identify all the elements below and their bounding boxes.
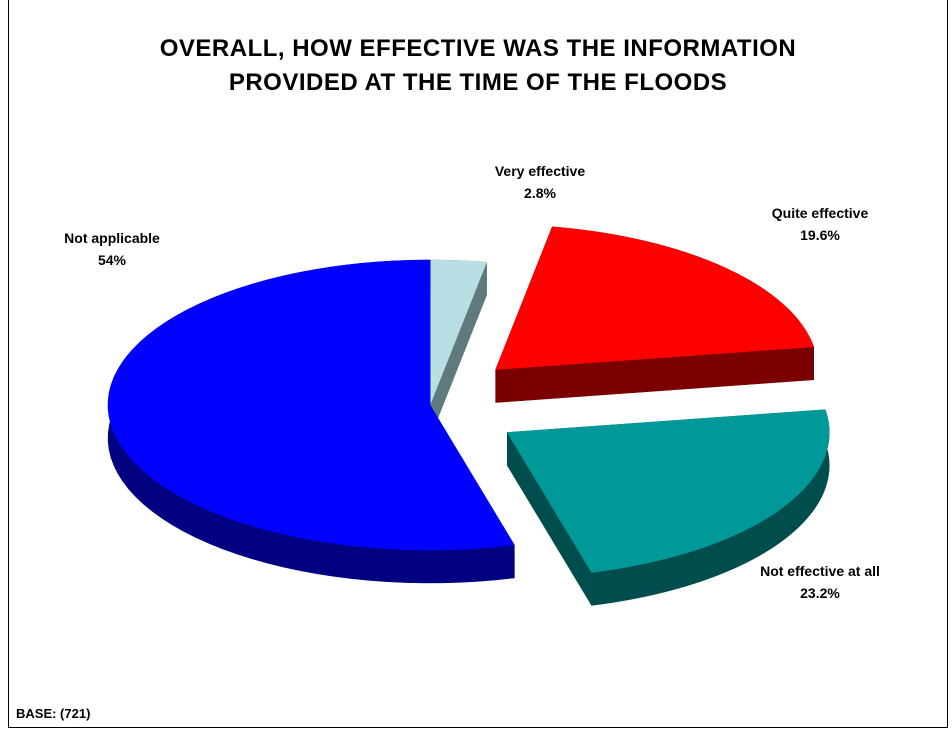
slice-top <box>107 259 515 551</box>
slice-value-label: 2.8% <box>524 185 556 201</box>
base-footnote: BASE: (721) <box>16 706 91 721</box>
slice-value-label: 23.2% <box>800 585 840 601</box>
chart-title: OVERALL, HOW EFFECTIVE WAS THE INFORMATI… <box>8 32 948 100</box>
chart-title-line-1: OVERALL, HOW EFFECTIVE WAS THE INFORMATI… <box>159 35 797 62</box>
slice-labels: Very effective 2.8% Quite effective 19.6% No… <box>64 163 880 601</box>
slice-quite-effective <box>495 226 815 403</box>
slice-not-applicable <box>107 259 515 584</box>
pie-slices <box>107 226 830 607</box>
slice-top <box>495 226 815 370</box>
slice-label: Very effective <box>495 163 585 179</box>
slice-top <box>429 259 487 406</box>
slice-very-effective <box>429 259 487 439</box>
slice-label: Quite effective <box>772 205 869 221</box>
slice-not-effective-at-all <box>506 409 830 607</box>
slice-value-label: 19.6% <box>800 227 840 243</box>
chart-title-line-2: PROVIDED AT THE TIME OF THE FLOODS <box>228 69 728 96</box>
slice-top <box>506 409 830 573</box>
slice-label: Not applicable <box>64 230 160 246</box>
slice-value-label: 54% <box>98 252 127 268</box>
slice-label: Not effective at all <box>760 563 880 579</box>
